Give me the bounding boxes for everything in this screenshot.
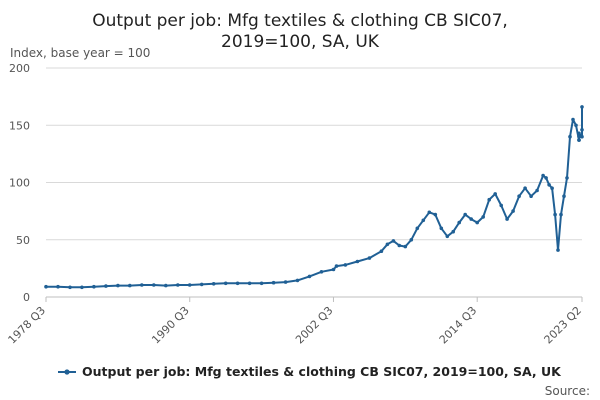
data-point-16 <box>235 281 240 286</box>
x-tick-label-3: 2014 Q3 <box>437 304 480 347</box>
data-point-11 <box>176 283 180 287</box>
data-point-53 <box>523 186 527 190</box>
y-tick-label-2: 100 <box>9 177 30 190</box>
data-point-20 <box>283 280 288 284</box>
data-point-24 <box>331 267 336 272</box>
gridlines <box>46 67 582 298</box>
data-point-60 <box>553 212 557 217</box>
data-point-15 <box>223 281 228 286</box>
data-point-41 <box>451 229 456 234</box>
source-label: Source: <box>545 384 590 398</box>
data-point-31 <box>391 239 396 243</box>
data-point-27 <box>355 259 360 264</box>
data-point-14 <box>211 282 216 286</box>
legend-label: Output per job: Mfg textiles & clothing … <box>82 364 562 379</box>
x-tick-label-0: 1978 Q3 <box>6 304 49 347</box>
data-point-33 <box>403 244 408 249</box>
data-point-47 <box>487 197 492 202</box>
data-point-69 <box>577 138 581 142</box>
data-point-70 <box>577 134 581 139</box>
data-point-71 <box>577 131 581 136</box>
data-point-5 <box>104 284 108 288</box>
data-point-2 <box>68 285 72 290</box>
data-point-63 <box>562 194 566 198</box>
data-point-22 <box>307 274 312 279</box>
data-point-3 <box>80 285 84 290</box>
x-tick-label-4: 2023 Q2 <box>542 304 585 347</box>
data-point-0 <box>44 284 48 289</box>
data-point-43 <box>463 212 468 217</box>
data-point-18 <box>259 281 264 286</box>
data-point-61 <box>556 248 560 252</box>
x-axis-ticks: 1978 Q3 1990 Q3 2002 Q3 2014 Q3 2023 Q2 <box>6 297 585 347</box>
data-point-55 <box>535 188 539 193</box>
data-point-4 <box>92 284 96 289</box>
legend-marker-swatch <box>64 369 70 375</box>
data-point-62 <box>559 212 563 217</box>
data-point-7 <box>128 283 132 288</box>
y-tick-label-3: 150 <box>9 119 30 132</box>
data-point-32 <box>397 243 402 248</box>
data-point-49 <box>499 203 504 208</box>
data-point-25 <box>334 264 339 268</box>
data-point-39 <box>439 226 444 231</box>
chart-title-line-2: 2019=100, SA, UK <box>221 32 380 52</box>
data-point-59 <box>550 186 554 190</box>
data-point-57 <box>544 176 548 180</box>
data-point-1 <box>56 284 60 289</box>
data-point-23 <box>319 270 324 274</box>
data-point-19 <box>271 280 276 285</box>
data-point-74 <box>580 105 584 109</box>
data-point-44 <box>469 217 474 221</box>
data-point-38 <box>433 212 438 217</box>
series-line <box>46 106 583 289</box>
data-point-58 <box>547 183 551 187</box>
legend[interactable]: Output per job: Mfg textiles & clothing … <box>58 364 562 379</box>
data-point-28 <box>367 256 372 260</box>
data-point-54 <box>529 194 533 198</box>
data-point-40 <box>445 234 450 239</box>
data-point-12 <box>187 283 192 287</box>
x-tick-label-2: 2002 Q3 <box>293 304 336 347</box>
data-point-51 <box>511 209 515 213</box>
data-point-42 <box>457 220 462 225</box>
data-point-52 <box>517 194 521 198</box>
data-point-73 <box>580 128 584 132</box>
data-point-64 <box>565 176 569 180</box>
data-point-29 <box>379 249 384 253</box>
data-point-37 <box>427 210 432 215</box>
data-point-26 <box>343 263 348 267</box>
data-point-8 <box>140 283 144 287</box>
data-point-67 <box>574 123 578 128</box>
data-point-17 <box>247 281 252 286</box>
data-point-65 <box>568 134 572 139</box>
chart-title-line-1: Output per job: Mfg textiles & clothing … <box>92 11 508 31</box>
y-tick-label-0: 0 <box>23 291 30 304</box>
data-point-72 <box>580 134 584 139</box>
data-point-35 <box>415 226 420 231</box>
data-point-13 <box>199 282 204 287</box>
data-point-66 <box>571 117 575 122</box>
series-layer <box>44 105 584 290</box>
data-point-50 <box>505 217 509 221</box>
data-point-56 <box>541 173 545 178</box>
x-tick-label-1: 1990 Q3 <box>149 304 192 347</box>
y-tick-label-4: 200 <box>9 62 30 75</box>
y-tick-label-1: 50 <box>16 234 30 247</box>
y-axis-unit-label: Index, base year = 100 <box>10 46 150 60</box>
data-point-30 <box>385 242 390 247</box>
data-point-21 <box>295 278 300 283</box>
data-point-48 <box>493 192 498 196</box>
data-point-6 <box>116 283 120 288</box>
data-point-34 <box>409 238 414 242</box>
data-point-36 <box>421 218 426 223</box>
data-point-10 <box>164 283 168 288</box>
data-point-46 <box>481 215 486 219</box>
data-point-45 <box>475 220 480 225</box>
y-axis-ticks: 0 50 100 150 200 <box>9 62 30 304</box>
data-point-9 <box>152 283 156 287</box>
